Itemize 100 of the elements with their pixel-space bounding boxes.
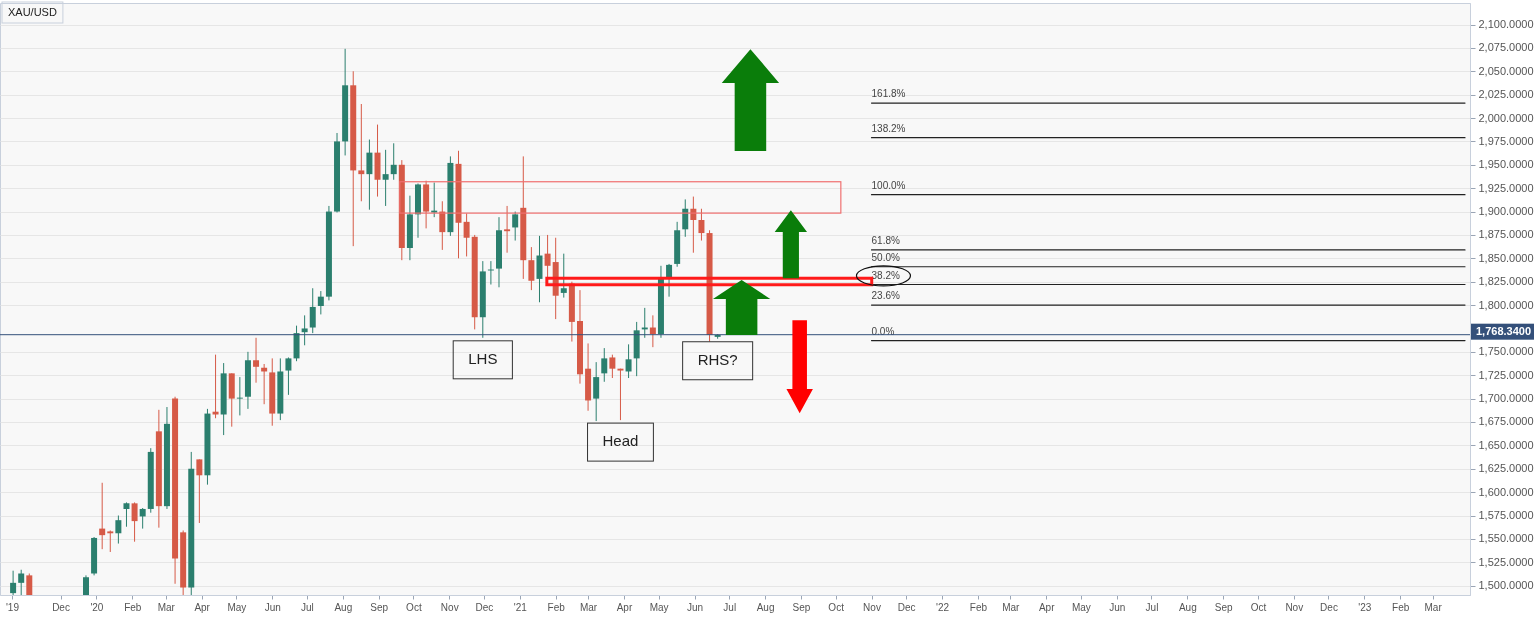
- candlestick: [504, 205, 511, 254]
- y-tick-label: 1,750.0000: [1478, 345, 1534, 358]
- candlestick: [463, 212, 470, 257]
- candlestick: [593, 361, 600, 422]
- x-tick-label: Feb: [969, 601, 988, 613]
- x-tick-label: Dec: [475, 601, 494, 613]
- y-tick-label: 2,075.0000: [1478, 41, 1534, 54]
- candlestick: [99, 482, 106, 550]
- series-label: 100.0%: [871, 179, 906, 191]
- x-tick-label: Feb: [1392, 601, 1410, 613]
- candlestick: [317, 290, 324, 315]
- x-tick-label: Feb: [124, 601, 142, 613]
- annotation: LHS: [468, 349, 498, 367]
- x-tick-label: Oct: [1250, 601, 1267, 613]
- y-tick-label: 1,550.0000: [1478, 532, 1534, 545]
- x-tick-label: May: [227, 601, 247, 613]
- candlestick: [358, 103, 365, 202]
- x-tick-label: Jul: [1145, 601, 1159, 613]
- candlestick: [649, 314, 656, 348]
- y-tick-label: 1,525.0000: [1478, 555, 1534, 568]
- y-tick-label: 1,700.0000: [1478, 392, 1534, 405]
- x-tick-label: Oct: [406, 601, 422, 613]
- x-tick-label: Jun: [1109, 601, 1126, 613]
- x-tick-label: Sep: [1214, 601, 1234, 613]
- candlestick: [309, 287, 316, 334]
- x-tick-label: Aug: [756, 601, 775, 613]
- y-tick-label: 1,950.0000: [1478, 158, 1534, 171]
- x-tick-label: Sep: [370, 601, 389, 613]
- candlestick: [253, 337, 260, 384]
- y-tick-label: 1,650.0000: [1478, 438, 1534, 451]
- x-tick-label: Nov: [1285, 601, 1304, 613]
- candlestick: [609, 354, 616, 379]
- y-tick-label: 1,900.0000: [1478, 205, 1534, 218]
- candlestick: [512, 211, 519, 242]
- candlestick: [625, 343, 632, 379]
- x-tick-label: '22: [936, 601, 950, 613]
- series-label: 23.6%: [871, 290, 900, 302]
- candlestick: [382, 149, 389, 207]
- y-tick-label: 1,575.0000: [1478, 509, 1534, 522]
- x-tick-label: Aug: [334, 601, 353, 613]
- candlestick: [390, 142, 397, 181]
- y-tick-label: 1,850.0000: [1478, 251, 1534, 264]
- y-tick-label: 2,025.0000: [1478, 88, 1534, 101]
- x-tick-label: Mar: [1002, 601, 1021, 613]
- x-tick-label: Dec: [1320, 601, 1338, 613]
- x-tick-label: Apr: [1038, 601, 1056, 613]
- y-tick-label: 1,725.0000: [1478, 368, 1534, 381]
- candlestick: [698, 208, 705, 242]
- series-label: 0.0%: [871, 325, 895, 337]
- x-tick-label: Dec: [897, 601, 916, 613]
- series-label: 161.8%: [871, 88, 906, 100]
- x-tick-label: Nov: [440, 601, 459, 613]
- x-tick-label: Jun: [264, 601, 281, 613]
- y-tick-label: 1,600.0000: [1478, 485, 1534, 498]
- candlestick: [528, 246, 535, 291]
- y-tick-label: 1,825.0000: [1478, 275, 1534, 288]
- x-tick-label: Sep: [792, 601, 811, 613]
- y-tick-label: 1,975.0000: [1478, 134, 1534, 147]
- candlestick: [666, 263, 673, 298]
- candlestick: [601, 347, 608, 383]
- candlestick: [236, 376, 243, 416]
- candlestick: [212, 354, 219, 419]
- y-tick-label: 1,675.0000: [1478, 415, 1534, 428]
- series-label: 38.2%: [871, 269, 900, 281]
- candlestick: [285, 356, 292, 396]
- x-tick-label: Aug: [1178, 601, 1197, 613]
- chart-title: XAU/USD: [8, 5, 57, 18]
- x-tick-label: '20: [90, 601, 104, 613]
- candlestick: [123, 501, 130, 528]
- y-tick-label: 2,050.0000: [1478, 64, 1534, 77]
- x-tick-label: May: [649, 601, 669, 613]
- series-label: 61.8%: [871, 234, 900, 246]
- x-tick-label: Nov: [863, 601, 881, 613]
- y-tick-label: 1,925.0000: [1478, 181, 1534, 194]
- candlestick: [131, 501, 138, 543]
- series-label: 50.0%: [871, 251, 900, 263]
- candlestick: [560, 253, 567, 299]
- y-tick-label: 2,000.0000: [1478, 111, 1534, 124]
- ref-line-label: 1,768.3400: [1476, 324, 1532, 337]
- x-tick-label: '21: [513, 601, 528, 613]
- x-tick-label: Jun: [686, 601, 704, 613]
- candlestick: [536, 235, 543, 303]
- candlestick: [366, 139, 373, 211]
- x-tick-label: Jul: [723, 601, 737, 613]
- annotation: Head: [602, 432, 639, 450]
- candlestick: [617, 368, 624, 421]
- x-tick-label: '23: [1358, 601, 1372, 613]
- y-tick-label: 1,800.0000: [1478, 298, 1534, 311]
- candlestick: [544, 234, 551, 278]
- x-tick-label: Dec: [52, 601, 70, 613]
- candlestick: [196, 458, 203, 524]
- x-tick-label: Mar: [579, 601, 598, 613]
- candlestick: [10, 570, 17, 596]
- y-tick-label: 1,875.0000: [1478, 228, 1534, 241]
- x-tick-label: Oct: [828, 601, 845, 613]
- y-tick-label: 1,625.0000: [1478, 462, 1534, 475]
- x-tick-label: Jul: [301, 601, 314, 613]
- x-tick-label: Mar: [1424, 601, 1443, 613]
- candlestick: [301, 314, 308, 346]
- x-tick-label: '19: [5, 601, 20, 613]
